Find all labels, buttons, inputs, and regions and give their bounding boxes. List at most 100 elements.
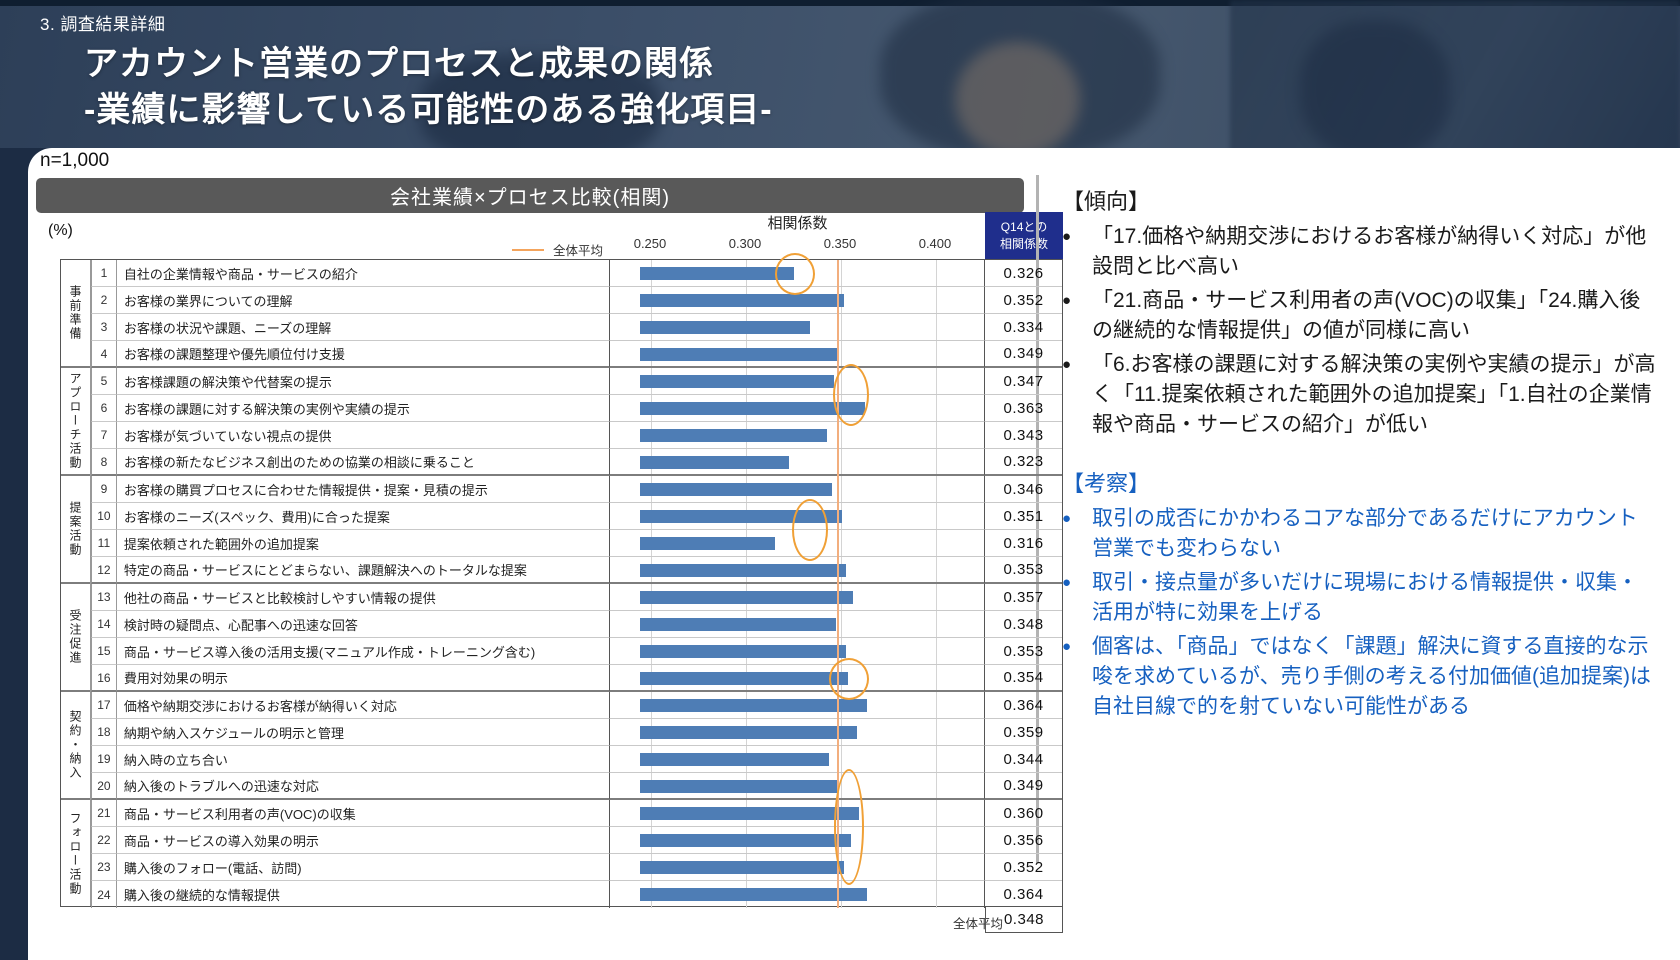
bar-cell: [609, 476, 985, 503]
chart-title-bar: 会社業績×プロセス比較(相関): [36, 178, 1024, 213]
correlation-bar: [639, 672, 848, 685]
process-item-label: 費用対効果の明示: [116, 665, 610, 692]
bar-cell: [609, 368, 985, 395]
table-row: 23 購入後のフォロー(電話、訪問) 0.352: [61, 854, 1062, 881]
row-number-cell: 3: [90, 314, 117, 341]
x-axis-tick-label: 0.250: [633, 236, 667, 251]
table-row: 2 お客様の業界についての理解 0.352: [61, 287, 1062, 314]
bullet-item: ● 個客は、「商品」ではなく「課題」解決に資する直接的な示唆を求めているが、売り手…: [1062, 632, 1658, 722]
table-row: 14 検討時の疑問点、心配事への迅速な回答 0.348: [61, 611, 1062, 638]
correlation-value-cell: 0.344: [984, 746, 1062, 773]
table-row: 9 お客様の購買プロセスに合わせた情報提供・提案・見積の提示 0.346: [61, 476, 1062, 503]
row-number-cell: 9: [90, 476, 117, 503]
correlation-value-cell: 0.357: [984, 584, 1062, 611]
value-column-header: Q14との 相関係数: [985, 212, 1063, 259]
row-number-cell: 21: [90, 800, 117, 827]
row-number-cell: 14: [90, 611, 117, 638]
bar-cell: [609, 800, 985, 827]
correlation-bar: [639, 429, 827, 442]
bullet-text: 取引の成否にかかわるコアな部分であるだけにアカウント営業でも変わらない: [1092, 507, 1638, 561]
table-row: 20 納入後のトラブルへの迅速な対応 0.349: [61, 773, 1062, 800]
row-number-cell: 5: [90, 368, 117, 395]
correlation-bar: [639, 834, 852, 847]
table-row: 13 他社の商品・サービスと比較検討しやすい情報の提供 0.357: [61, 584, 1062, 611]
slide-header: 3. 調査結果詳細 アカウント営業のプロセスと成果の関係 -業績に影響している可…: [0, 0, 1680, 148]
bullet-icon: ●: [1062, 510, 1072, 528]
bullet-item: ● 「17.価格や納期交渉におけるお客様が納得いく対応」が他設問と比べ高い: [1062, 222, 1658, 282]
bar-cell: [609, 773, 985, 800]
correlation-value-cell: 0.360: [984, 800, 1062, 827]
bar-cell: [609, 557, 985, 584]
correlation-bar: [639, 807, 859, 820]
table-rows: 1 自社の企業情報や商品・サービスの紹介 0.326 2 お客様の業界についての理解 0.…: [61, 260, 1062, 908]
process-item-label: お客様の購買プロセスに合わせた情報提供・提案・見積の提示: [116, 476, 610, 503]
process-item-label: 他社の商品・サービスと比較検討しやすい情報の提供: [116, 584, 610, 611]
x-axis-tick-label: 0.350: [823, 236, 857, 251]
row-number-cell: 16: [90, 665, 117, 692]
page-title-line2: -業績に影響している可能性のある強化項目-: [84, 91, 773, 129]
bar-cell: [609, 638, 985, 665]
correlation-bar: [639, 537, 776, 550]
row-number-cell: 6: [90, 395, 117, 422]
row-number-cell: 13: [90, 584, 117, 611]
bar-cell: [609, 260, 985, 287]
correlation-value-cell: 0.326: [984, 260, 1062, 287]
legend-label: 全体平均: [553, 244, 604, 258]
bullet-text: 「17.価格や納期交渉におけるお客様が納得いく対応」が他設問と比べ高い: [1092, 225, 1647, 279]
overall-average-label: 全体平均: [952, 917, 1003, 931]
correlation-value-cell: 0.348: [984, 611, 1062, 638]
process-group-label: アプローチ活動: [61, 368, 90, 476]
bullet-icon: ●: [1062, 574, 1072, 592]
average-line-legend-swatch: [512, 248, 544, 251]
table-row: 18 納期や納入スケジュールの明示と管理 0.359: [61, 719, 1062, 746]
process-item-label: 商品・サービスの導入効果の明示: [116, 827, 610, 854]
header-top-strip: [0, 0, 1680, 6]
trend-heading: 【傾向】: [1062, 189, 1151, 214]
row-number-cell: 10: [90, 503, 117, 530]
sample-size-label: n=1,000: [40, 150, 110, 171]
process-item-label: 購入後のフォロー(電話、訪問): [116, 854, 610, 881]
process-item-label: 商品・サービス導入後の活用支援(マニュアル作成・トレーニング含む): [116, 638, 610, 665]
correlation-bar: [639, 456, 789, 469]
bullet-item: ● 取引・接点量が多いだけに現場における情報提供・収集・活用が特に効果を上げる: [1062, 568, 1658, 628]
trend-bullet-list: ● 「17.価格や納期交渉におけるお客様が納得いく対応」が他設問と比べ高い ● 「21…: [1062, 222, 1658, 440]
section-label: 3. 調査結果詳細: [40, 15, 166, 34]
bar-cell: [609, 854, 985, 881]
row-number-cell: 8: [90, 449, 117, 476]
bar-cell: [609, 395, 985, 422]
chart-legend: 全体平均: [512, 240, 603, 259]
bullet-text: 「21.商品・サービス利用者の声(VOC)の収集」「24.購入後の継続的な情報提…: [1092, 289, 1641, 343]
process-group-label: 契約・納入: [61, 692, 90, 800]
correlation-value-cell: 0.349: [984, 773, 1062, 800]
process-item-label: お客様の業界についての理解: [116, 287, 610, 314]
process-group-label: 事前準備: [61, 260, 90, 368]
table-row: 6 お客様の課題に対する解決策の実例や実績の提示 0.363: [61, 395, 1062, 422]
table-row: 24 購入後の継続的な情報提供 0.364: [61, 881, 1062, 908]
row-number-cell: 11: [90, 530, 117, 557]
bar-cell: [609, 422, 985, 449]
bullet-icon: ●: [1062, 228, 1072, 245]
correlation-bar: [639, 888, 867, 901]
row-number-cell: 24: [90, 881, 117, 908]
insight-bullet-list: ● 取引の成否にかかわるコアな部分であるだけにアカウント営業でも変わらない ● 取引・…: [1062, 504, 1658, 722]
header-photo-silhouette: [420, 55, 660, 148]
row-number-cell: 2: [90, 287, 117, 314]
bar-cell: [609, 449, 985, 476]
correlation-value-cell: 0.347: [984, 368, 1062, 395]
row-number-cell: 19: [90, 746, 117, 773]
process-group-label: 受注促進: [61, 584, 90, 692]
table-row: 7 お客様が気づいていない視点の提供 0.343: [61, 422, 1062, 449]
correlation-bar: [639, 861, 844, 874]
bar-cell: [609, 503, 985, 530]
correlation-value-cell: 0.343: [984, 422, 1062, 449]
insight-heading: 【考察】: [1062, 471, 1151, 497]
correlation-table: 1 自社の企業情報や商品・サービスの紹介 0.326 2 お客様の業界についての理解 0.…: [60, 252, 1063, 908]
process-item-label: 提案依頼された範囲外の追加提案: [116, 530, 610, 557]
correlation-bar: [639, 294, 844, 307]
bullet-text: 「6.お客様の課題に対する解決策の実例や実績の提示」が高く「11.提案依頼された…: [1092, 353, 1656, 437]
bar-cell: [609, 530, 985, 557]
correlation-value-cell: 0.364: [984, 692, 1062, 719]
bar-cell: [609, 314, 985, 341]
row-number-cell: 23: [90, 854, 117, 881]
